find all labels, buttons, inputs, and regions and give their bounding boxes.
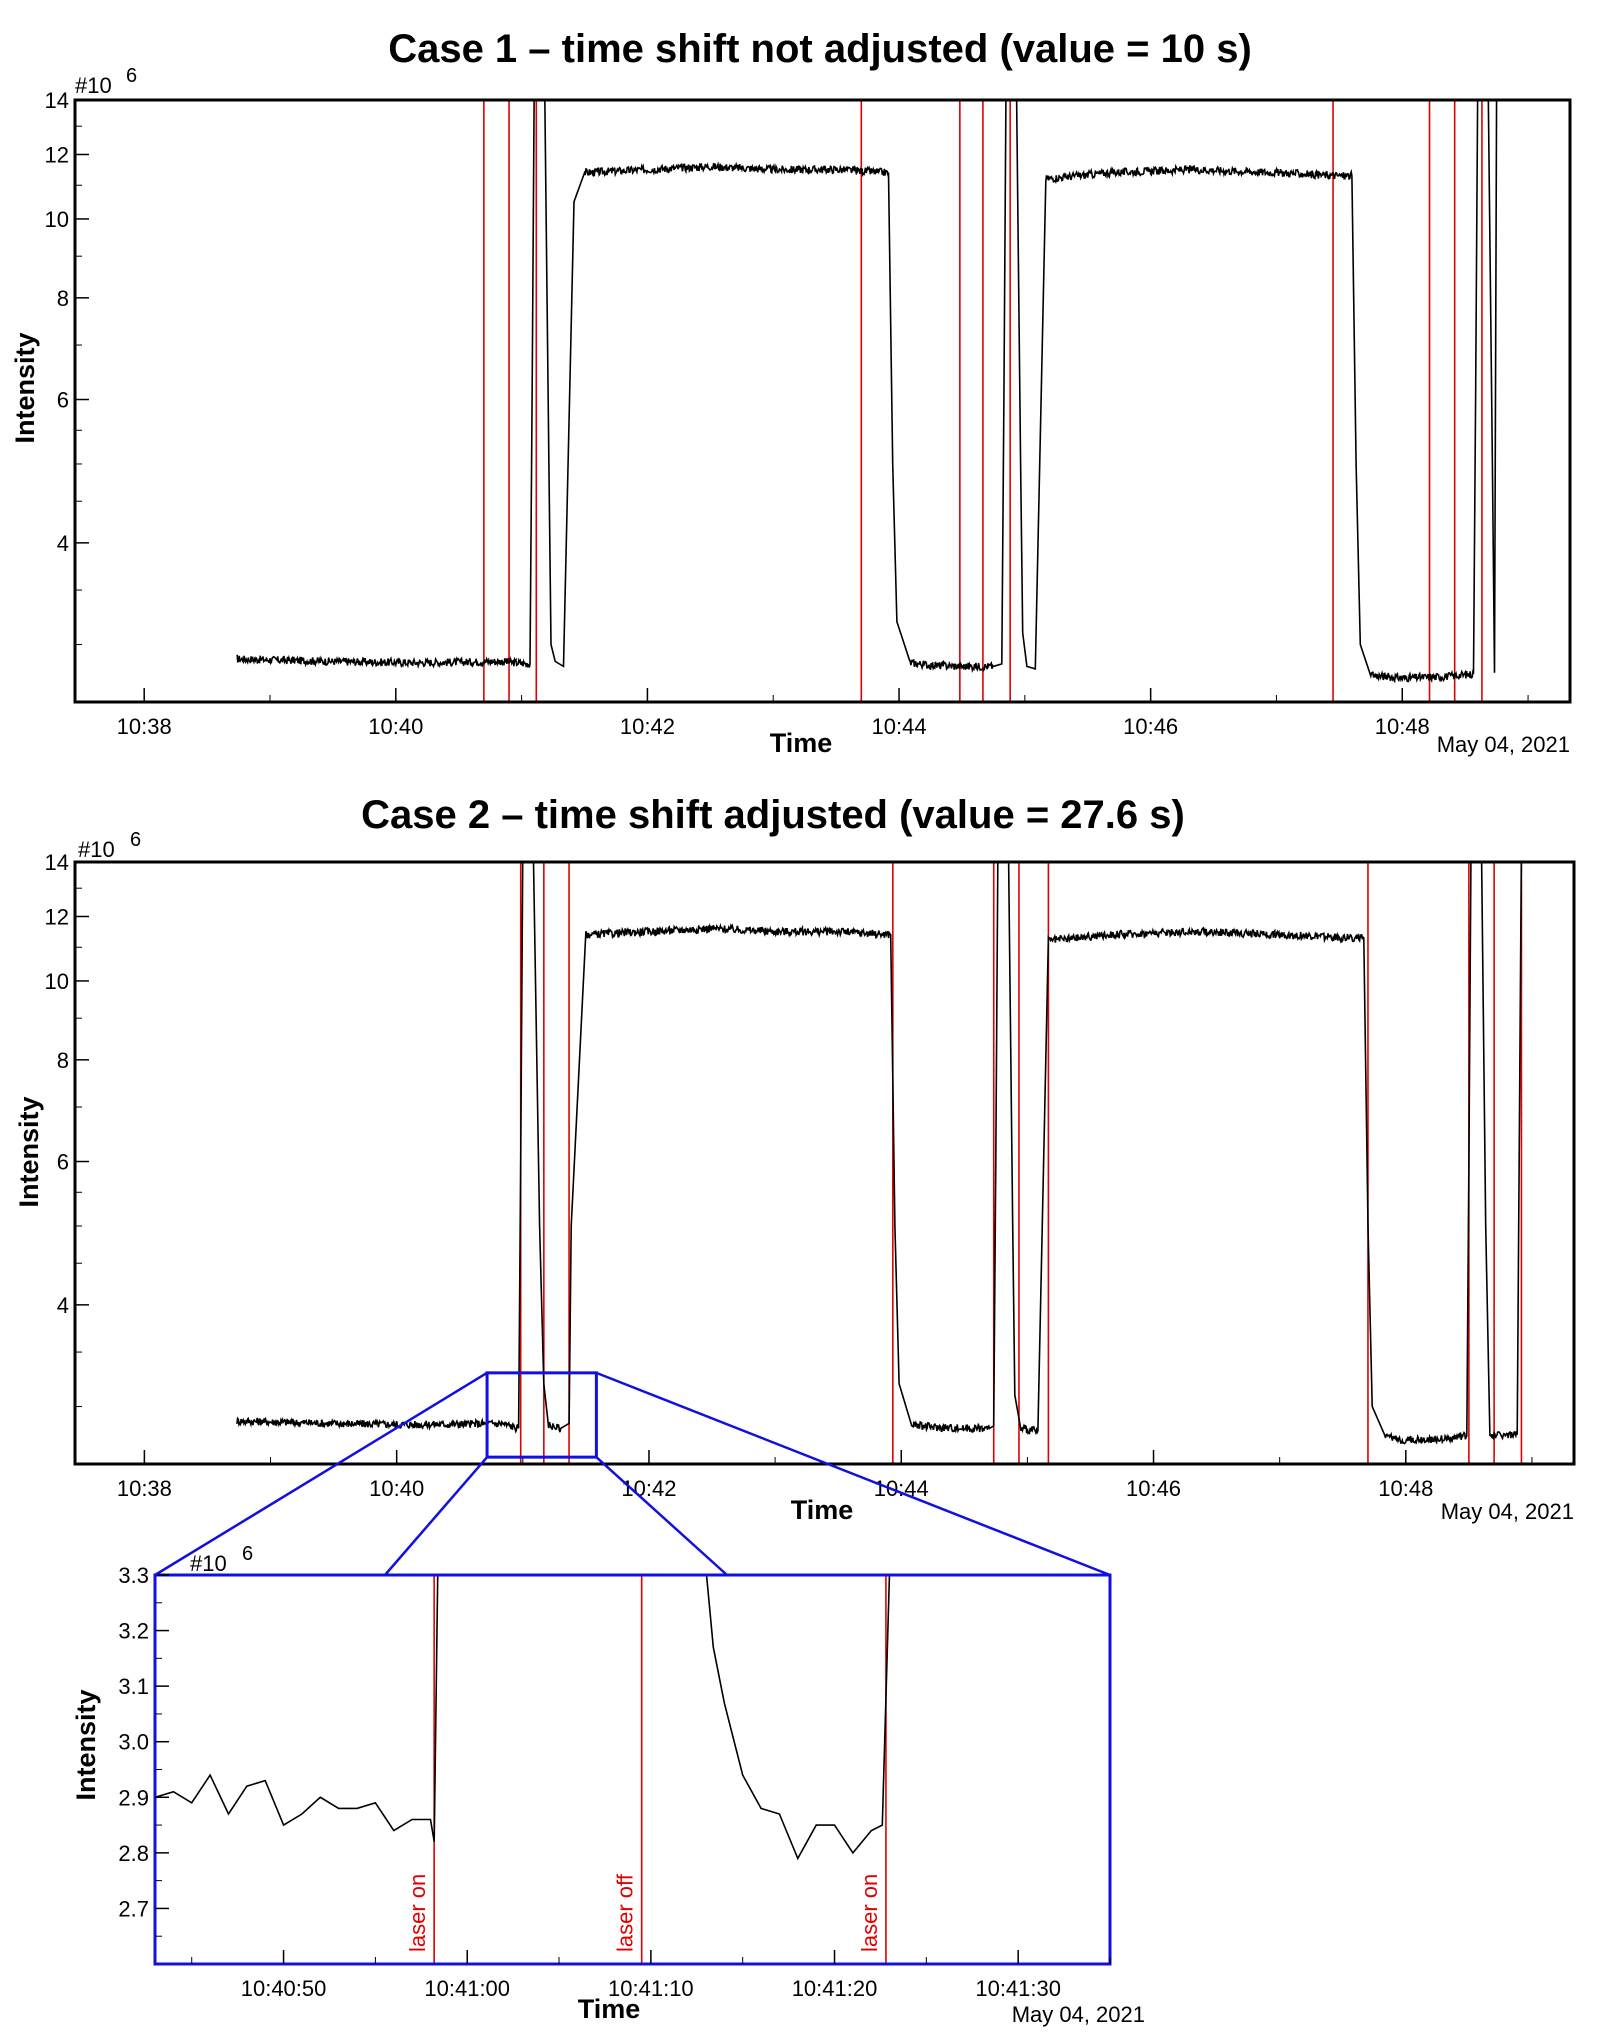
chart1-x-tick-label: 10:38 [117, 714, 172, 739]
chart1-y-multiplier: #10 [75, 73, 112, 98]
chart3-date: May 04, 2021 [1012, 2002, 1145, 2027]
chart3-y-label: Intensity [71, 1689, 101, 1800]
zoom-connector-line [154, 1371, 488, 1577]
zoom-connector-line [384, 1456, 489, 1576]
chart2-title: Case 2 – time shift adjusted (value = 27… [361, 793, 1185, 837]
chart1-x-tick-label: 10:46 [1123, 714, 1178, 739]
chart3-x-tick-label: 10:40:50 [241, 1976, 327, 2001]
chart1-frame [73, 98, 1572, 704]
chart1-y-tick-label: 6 [57, 388, 69, 413]
chart1-x-tick-label: 10:40 [368, 714, 423, 739]
chart2-y-tick-label: 12 [45, 904, 69, 929]
chart2-x-tick-label: 10:46 [1126, 1476, 1181, 1501]
chart2-x-tick-label: 10:40 [369, 1476, 424, 1501]
chart3-y-tick-label: 2.9 [118, 1785, 149, 1810]
chart3-x-label: Time [578, 1994, 641, 2024]
chart2-date: May 04, 2021 [1441, 1499, 1574, 1524]
chart2-frame [73, 860, 1576, 1466]
chart1-y-label: Intensity [10, 332, 40, 443]
chart3-annotation: laser on [405, 1874, 430, 1952]
chart1-plot-area [236, 100, 1498, 702]
chart2-y-tick-label: 10 [45, 969, 69, 994]
chart1-title: Case 1 – time shift not adjusted (value … [388, 27, 1252, 71]
chart2-y-label: Intensity [14, 1096, 44, 1207]
chart2-x-label: Time [791, 1495, 854, 1525]
zoom-connector-line [595, 1371, 1111, 1577]
chart2-x-tick-label: 10:44 [874, 1476, 929, 1501]
chart3-x-tick-label: 10:41:30 [975, 1976, 1061, 2001]
chart1-y-tick-label: 10 [45, 207, 69, 232]
chart1-y-exponent: 6 [126, 65, 137, 87]
chart3-y-tick-label: 3.2 [118, 1619, 149, 1644]
chart2-y-multiplier: #10 [78, 837, 115, 862]
chart2-y-exponent: 6 [130, 829, 141, 851]
chart1-y-tick-label: 12 [45, 142, 69, 167]
chart2-plot-area [236, 862, 1523, 1464]
chart1-y-tick-label: 4 [57, 531, 69, 556]
chart1-y-tick-label: 8 [57, 286, 69, 311]
chart3-annotation: laser off [613, 1873, 638, 1952]
chart1-x-tick-label: 10:48 [1375, 714, 1430, 739]
chart1-x-tick-label: 10:42 [620, 714, 675, 739]
chart3-y-tick-label: 3.1 [118, 1674, 149, 1699]
chart3-y-multiplier: #10 [190, 1551, 227, 1576]
chart3-y-tick-label: 3.0 [118, 1730, 149, 1755]
chart2-y-tick-label: 14 [45, 850, 69, 875]
chart1-x-tick-label: 10:44 [872, 714, 927, 739]
chart2-x-tick-label: 10:48 [1378, 1476, 1433, 1501]
chart3-y-tick-label: 2.7 [118, 1896, 149, 1921]
chart3-plot-area [155, 1575, 891, 1964]
chart2-y-tick-label: 6 [57, 1150, 69, 1175]
chart1-series-line [236, 100, 1498, 684]
chart2-y-tick-label: 4 [57, 1293, 69, 1318]
chart2-series-line [236, 862, 1523, 1445]
zoom-box [485, 1371, 598, 1459]
chart3-y-exponent: 6 [242, 1543, 253, 1565]
chart3-x-tick-label: 10:41:00 [424, 1976, 510, 2001]
chart3-x-tick-label: 10:41:10 [608, 1976, 694, 2001]
chart1-y-tick-label: 14 [45, 88, 69, 113]
chart3-annotation: laser on [857, 1874, 882, 1952]
chart1-x-label: Time [770, 728, 833, 758]
chart3-x-tick-label: 10:41:20 [792, 1976, 878, 2001]
chart2-y-tick-label: 8 [57, 1048, 69, 1073]
chart3-plot: 10:40:50 10:41:00 10:41:10 10:41:20 10:41:30… [118, 1563, 1112, 2001]
chart3-y-tick-label: 3.3 [118, 1563, 149, 1588]
zoom-connector-line [595, 1456, 728, 1576]
chart3-y-tick-label: 2.8 [118, 1841, 149, 1866]
chart2-x-tick-label: 10:38 [117, 1476, 172, 1501]
chart1-date: May 04, 2021 [1437, 732, 1570, 757]
chart3-series-line [155, 1575, 891, 1861]
chart1-plot: 10:38 10:40 10:42 10:44 10:46 10:48 4 6 8 10 12 14 [45, 88, 1572, 739]
zoom-indicator [154, 1371, 1111, 1577]
